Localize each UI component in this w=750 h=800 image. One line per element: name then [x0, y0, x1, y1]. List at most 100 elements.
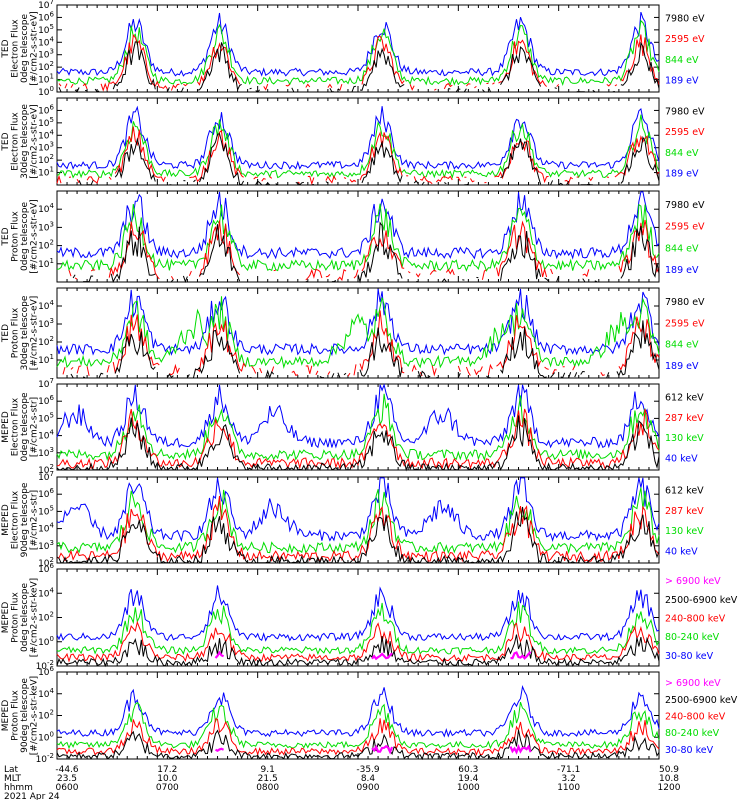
series-line — [59, 42, 659, 92]
y-tick-label: 104 — [38, 35, 54, 48]
y-tick-label: 104 — [38, 202, 54, 215]
y-tick-label: 105 — [38, 23, 54, 36]
y-axis-label: TEDElectron Flux0deg telescope[#/cm2-s-s… — [1, 11, 40, 86]
legend-entry: 844 eV — [665, 340, 699, 351]
legend-entry: 2500-6900 keV — [665, 595, 738, 606]
legend-entry: 7980 eV — [665, 297, 705, 308]
y-tick-label: 106 — [38, 10, 54, 23]
legend-entry: 189 eV — [665, 265, 699, 276]
y-tick-label: 103 — [38, 317, 54, 330]
series-line — [57, 602, 659, 654]
series-line — [57, 106, 659, 169]
y-tick-label: 100 — [38, 85, 54, 98]
y-tick-label: 106 — [38, 487, 54, 500]
series-line — [57, 296, 659, 367]
y-tick-label: 102 — [38, 153, 54, 166]
y-tick-label: 107 — [38, 377, 54, 390]
y-tick-label: 101 — [38, 257, 54, 270]
series-line — [57, 478, 659, 541]
legend-entry: 612 keV — [665, 485, 704, 496]
panel-frame — [57, 191, 659, 282]
series-line — [57, 192, 659, 258]
legend-entry: > 6900 keV — [665, 576, 721, 587]
legend-entry: 7980 eV — [665, 106, 705, 117]
y-tick-label: 106 — [38, 394, 54, 407]
legend-entry: 189 eV — [665, 169, 699, 180]
y-tick-label: 103 — [38, 220, 54, 233]
legend-entry: 2595 eV — [665, 318, 705, 329]
y-tick-label: 104 — [38, 429, 54, 442]
legend-entry: 2500-6900 keV — [665, 695, 738, 706]
series-line — [57, 12, 659, 76]
flux-panel: 101 102 103 104TEDProton Flux30deg telescop… — [1, 288, 705, 378]
footer-hhmm-value: 0900 — [357, 783, 380, 793]
y-axis-label: TEDProton Flux30deg telescope[#/cm2-s-st… — [1, 295, 40, 370]
y-axis-label: MEPEDProton Flux0deg telescope[#/cm2-s-s… — [1, 578, 40, 657]
panel-frame — [57, 569, 659, 666]
series-line — [57, 409, 659, 468]
series-line — [57, 385, 659, 448]
y-tick-label: 102 — [38, 709, 54, 722]
legend-entry: 612 keV — [665, 392, 704, 403]
y-tick-label: 101 — [38, 353, 54, 366]
y-axis-label: TEDProton Flux0deg telescope[#/cm2-s-str… — [1, 199, 40, 274]
flux-panel: 10-2100102104106MEPEDProton Flux0deg tel… — [1, 562, 738, 672]
y-tick-label: 102 — [38, 611, 54, 624]
footer-hhmm-value: 0700 — [156, 783, 179, 793]
y-tick-label: 102 — [38, 60, 54, 73]
y-tick-label: 107 — [38, 0, 54, 11]
y-tick-label: 103 — [38, 539, 54, 552]
footer-hhmm-value: 1100 — [557, 783, 580, 793]
series-line — [57, 204, 659, 271]
legend-entry: 130 keV — [665, 526, 704, 537]
y-tick-label: 105 — [38, 504, 54, 517]
y-tick-label: 103 — [38, 446, 54, 459]
y-axis-label: MEPEDElectron Flux90deg telescope[#/cm2-… — [1, 482, 40, 557]
y-tick-label: 106 — [38, 103, 54, 116]
footer-date: 2021 Apr 24 — [4, 792, 60, 800]
legend-entry: 80-240 keV — [665, 728, 720, 739]
legend-entry: 844 eV — [665, 243, 699, 254]
y-axis-label: MEPEDProton Flux90deg telescope[#/cm2-s-… — [1, 676, 40, 755]
legend-entry: 189 eV — [665, 361, 699, 372]
series-line — [57, 289, 659, 355]
y-axis-label: TEDElectron Flux30deg telescope[#/cm2-s-… — [1, 104, 40, 179]
y-tick-label: 101 — [38, 73, 54, 86]
legend-entry: 2595 eV — [665, 34, 705, 45]
legend-entry: 80-240 keV — [665, 632, 720, 643]
legend-entry: 7980 eV — [665, 13, 705, 24]
y-tick-label: 105 — [38, 116, 54, 129]
series-line — [57, 585, 659, 640]
y-tick-label: 102 — [38, 335, 54, 348]
legend-entry: 30-80 keV — [665, 745, 714, 756]
flux-panel: 102103104105106107MEPEDElectron Flux0deg… — [1, 377, 704, 476]
y-axis-label: MEPEDElectron Flux0deg telescope[#/cm2-s… — [1, 392, 40, 462]
legend-entry: 2595 eV — [665, 127, 705, 138]
footer-hhmm-value: 1000 — [457, 783, 480, 793]
legend-entry: > 6900 keV — [665, 678, 721, 689]
y-tick-label: 104 — [38, 299, 54, 312]
legend-entry: 844 eV — [665, 148, 699, 159]
y-tick-label: 103 — [38, 141, 54, 154]
legend-entry: 130 keV — [665, 433, 704, 444]
y-tick-label: 104 — [38, 128, 54, 141]
y-tick-label: 101 — [38, 166, 54, 179]
legend-entry: 189 eV — [665, 76, 699, 87]
series-line — [57, 702, 659, 748]
y-tick-label: 104 — [38, 522, 54, 535]
legend-entry: 287 keV — [665, 413, 704, 424]
footer-hhmm-value: 1200 — [658, 783, 681, 793]
legend-entry: 844 eV — [665, 55, 699, 66]
series-line — [57, 127, 659, 184]
legend-entry: 240-800 keV — [665, 614, 726, 625]
y-tick-label: 100 — [38, 730, 54, 743]
poes-flux-summary-plot: 100101102103104105106107TEDElectron Flux… — [0, 0, 750, 800]
series-line — [57, 687, 659, 737]
y-tick-label: 102 — [38, 239, 54, 252]
